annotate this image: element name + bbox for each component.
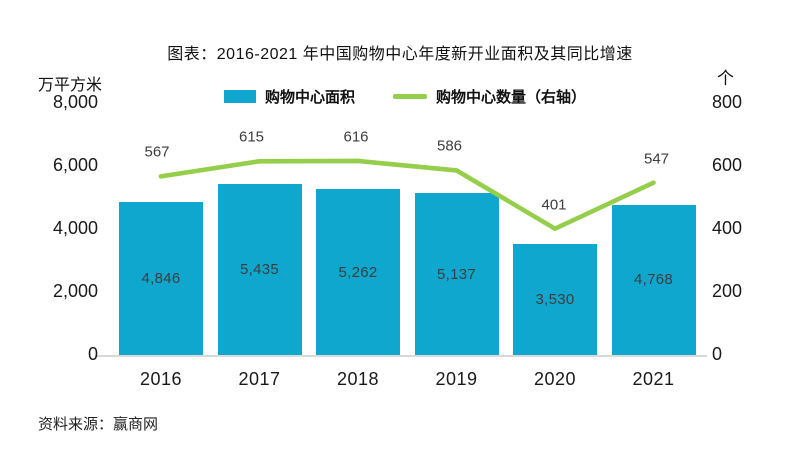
left-axis-unit: 万平方米 bbox=[38, 77, 103, 94]
left-axis-tick: 6,000 bbox=[52, 155, 98, 176]
bar-2020: 3,530 bbox=[513, 243, 597, 355]
line-value-label: 586 bbox=[436, 137, 463, 155]
x-axis-label-2018: 2018 bbox=[336, 369, 380, 389]
bar-2018: 5,262 bbox=[316, 189, 400, 355]
legend-bar-swatch-icon bbox=[224, 89, 256, 103]
bar-value-label: 5,262 bbox=[338, 263, 378, 281]
line-value-label: 567 bbox=[144, 143, 170, 161]
right-axis-tick: 800 bbox=[712, 92, 743, 113]
left-axis-tick: 0 bbox=[87, 344, 98, 365]
legend-bar-label: 购物中心面积 bbox=[265, 88, 356, 106]
right-axis-tick: 600 bbox=[712, 155, 743, 176]
right-axis-tick: 200 bbox=[712, 281, 743, 302]
x-axis-label-2017: 2017 bbox=[238, 369, 281, 389]
legend: 购物中心面积 购物中心数量（右轴） bbox=[224, 86, 586, 106]
x-axis-line bbox=[95, 355, 707, 357]
chart-title: 图表：2016-2021 年中国购物中心年度新开业面积及其同比增速 bbox=[167, 46, 633, 63]
x-axis-label-2020: 2020 bbox=[533, 369, 577, 389]
left-axis-tick: 2,000 bbox=[52, 281, 98, 302]
bar-value-label: 4,768 bbox=[633, 271, 674, 289]
bar-value-label: 5,137 bbox=[436, 265, 477, 283]
line-value-label: 615 bbox=[238, 128, 265, 146]
bar-value-label: 3,530 bbox=[535, 290, 575, 308]
left-axis-tick: 4,000 bbox=[52, 218, 98, 239]
bar-2016: 4,846 bbox=[119, 202, 203, 355]
left-axis-tick: 8,000 bbox=[52, 92, 98, 113]
right-axis-tick: 0 bbox=[712, 344, 723, 365]
x-axis-label-2021: 2021 bbox=[632, 369, 675, 389]
right-axis-tick: 400 bbox=[712, 218, 743, 239]
x-axis-label-2019: 2019 bbox=[435, 369, 478, 389]
right-axis-unit: 个 bbox=[717, 69, 734, 88]
bar-2019: 5,137 bbox=[414, 193, 499, 355]
bar-2021: 4,768 bbox=[611, 204, 696, 355]
legend-line-swatch-icon bbox=[393, 93, 428, 99]
line-value-label: 401 bbox=[541, 196, 567, 214]
line-value-label: 547 bbox=[643, 150, 670, 168]
line-value-label: 616 bbox=[343, 128, 369, 146]
x-axis-label-2016: 2016 bbox=[139, 369, 183, 389]
legend-line-label: 购物中心数量（右轴） bbox=[436, 88, 587, 106]
bar-2017: 5,435 bbox=[217, 183, 302, 355]
bar-value-label: 5,435 bbox=[239, 260, 280, 278]
source-note: 资料来源：赢商网 bbox=[38, 416, 159, 433]
bar-value-label: 4,846 bbox=[141, 270, 181, 288]
